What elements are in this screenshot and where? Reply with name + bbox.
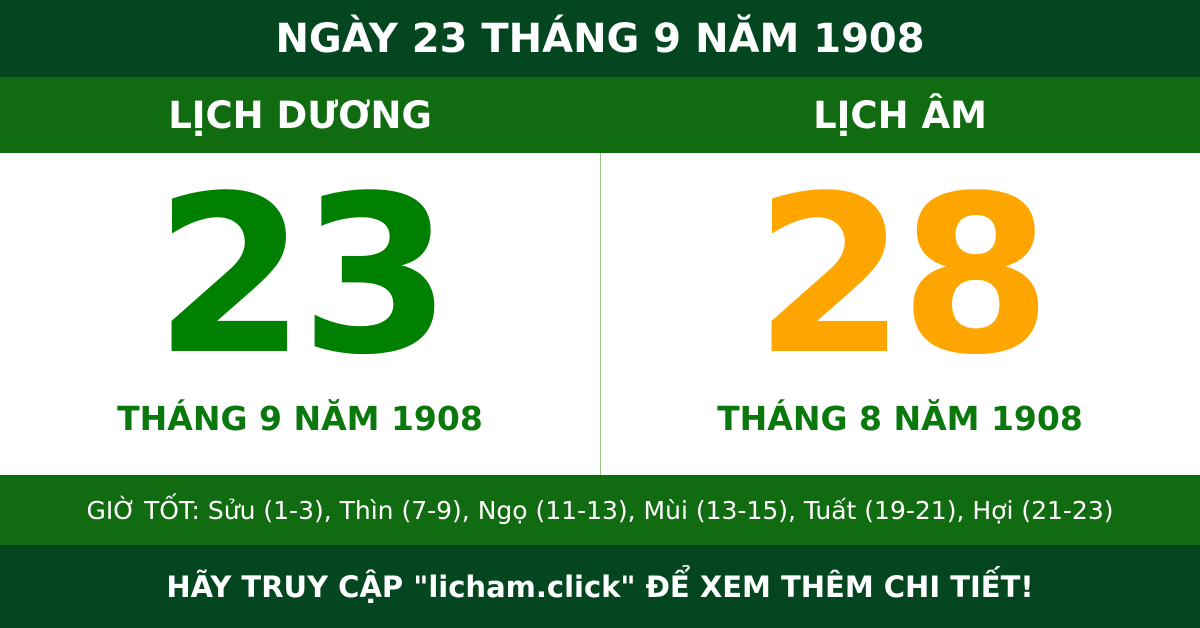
lunar-panel: 28 THÁNG 8 NĂM 1908 (600, 153, 1200, 475)
divider (600, 153, 601, 475)
lunar-day: 28 (754, 150, 1051, 403)
calendar-headers: LỊCH DƯƠNG LỊCH ÂM (0, 77, 1200, 153)
solar-day: 23 (154, 150, 451, 403)
good-hours: GIỜ TỐT: Sửu (1-3), Thìn (7-9), Ngọ (11-… (0, 475, 1200, 545)
lunar-calendar-label: LỊCH ÂM (813, 93, 987, 137)
footer-cta: HÃY TRUY CẬP "licham.click" ĐỂ XEM THÊM … (0, 545, 1200, 628)
page-title: NGÀY 23 THÁNG 9 NĂM 1908 (0, 0, 1200, 77)
solar-month-year: THÁNG 9 NĂM 1908 (117, 399, 483, 438)
solar-calendar-label: LỊCH DƯƠNG (168, 93, 432, 137)
lunar-month-year: THÁNG 8 NĂM 1908 (717, 399, 1083, 438)
solar-panel: 23 THÁNG 9 NĂM 1908 (0, 153, 600, 475)
